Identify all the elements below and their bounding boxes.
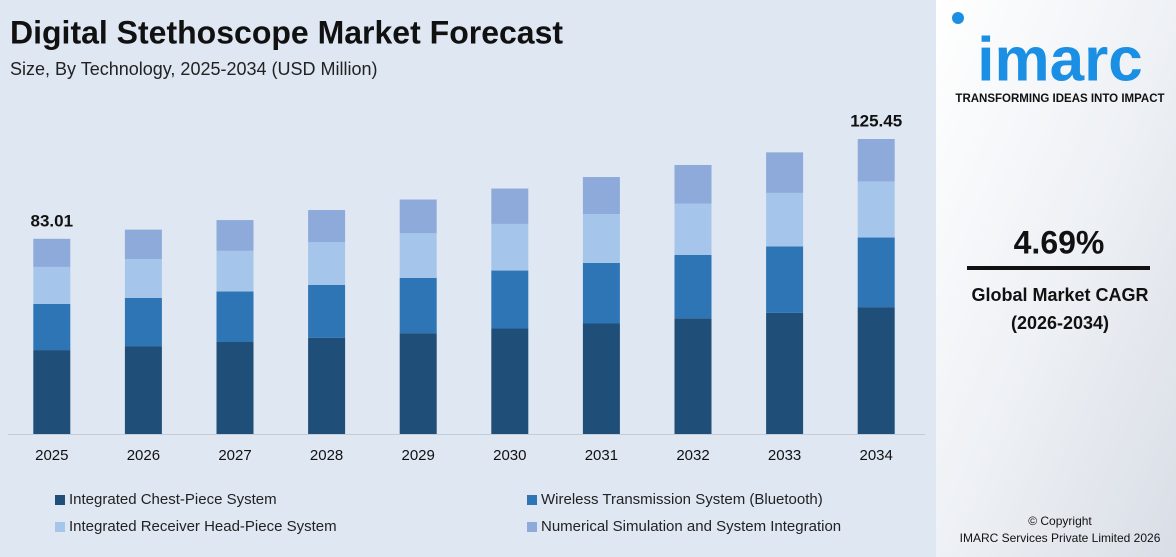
bar-segment [308, 284, 346, 338]
logo: imarc [977, 25, 1142, 94]
total-label: 83.01 [31, 211, 74, 230]
company: IMARC Services Private Limited 2026 [960, 531, 1161, 545]
logo-dot [952, 12, 964, 24]
bar-segment [674, 164, 712, 204]
bar-segment [857, 139, 895, 182]
bar-segment [674, 203, 712, 255]
x-tick-label: 2025 [35, 447, 68, 464]
bar-segment [33, 238, 71, 267]
bar-segment [33, 266, 71, 305]
bar-segment [33, 304, 71, 351]
legend-swatch [55, 522, 65, 532]
bar-segment [216, 342, 254, 434]
bar-segment [216, 250, 254, 292]
bar-segment [124, 297, 162, 347]
bar-segment [216, 220, 254, 251]
tagline: TRANSFORMING IDEAS INTO IMPACT [955, 93, 1164, 105]
bar-segment [582, 262, 620, 324]
x-tick-label: 2027 [218, 447, 251, 464]
x-tick-label: 2032 [676, 447, 709, 464]
bar-segment [33, 350, 71, 434]
bar-segment [308, 337, 346, 434]
bar-segment [399, 333, 437, 434]
legend-swatch [527, 495, 537, 505]
x-tick-label: 2033 [768, 447, 801, 464]
bar-segment [766, 312, 804, 434]
cagr-label: Global Market CAGR [971, 285, 1148, 305]
sidebar-bg [936, 0, 1176, 557]
copyright: © Copyright [1028, 514, 1092, 528]
bar-segment [124, 346, 162, 434]
cagr-period: (2026-2034) [1011, 313, 1109, 333]
chart-title: Digital Stethoscope Market Forecast [10, 14, 563, 50]
bar-segment [766, 192, 804, 247]
bar-segment [399, 277, 437, 334]
bar-segment [857, 307, 895, 434]
x-tick-label: 2031 [585, 447, 618, 464]
bar-segment [766, 152, 804, 193]
bar-segment [857, 237, 895, 308]
bar-segment [399, 233, 437, 278]
chart-subtitle: Size, By Technology, 2025-2034 (USD Mill… [10, 59, 378, 79]
legend-swatch [527, 522, 537, 532]
bar-segment [308, 210, 346, 243]
bar-segment [399, 199, 437, 234]
bar-segment [216, 291, 254, 343]
x-tick-label: 2028 [310, 447, 343, 464]
x-tick-label: 2030 [493, 447, 526, 464]
x-tick-label: 2029 [402, 447, 435, 464]
bar-segment [582, 214, 620, 263]
bar-segment [766, 246, 804, 313]
bar-segment [308, 242, 346, 285]
x-tick-label: 2034 [860, 447, 893, 464]
legend-label: Wireless Transmission System (Bluetooth) [541, 491, 823, 508]
bar-segment [582, 323, 620, 434]
bar-segment [124, 259, 162, 298]
legend-label: Integrated Receiver Head-Piece System [69, 518, 337, 535]
cagr-rule [967, 266, 1150, 270]
legend-label: Integrated Chest-Piece System [69, 491, 277, 508]
bar-segment [124, 229, 162, 260]
bar-segment [674, 254, 712, 319]
bar-segment [491, 328, 529, 434]
bar-segment [491, 223, 529, 271]
bar-segment [582, 177, 620, 215]
bar-segment [674, 318, 712, 434]
total-label: 125.45 [850, 111, 902, 130]
bar-segment [491, 270, 529, 329]
bar-segment [857, 181, 895, 238]
x-tick-label: 2026 [127, 447, 160, 464]
cagr: 4.69% [1014, 224, 1105, 260]
bar-segment [491, 188, 529, 224]
legend-swatch [55, 495, 65, 505]
legend-label: Numerical Simulation and System Integrat… [541, 518, 841, 535]
